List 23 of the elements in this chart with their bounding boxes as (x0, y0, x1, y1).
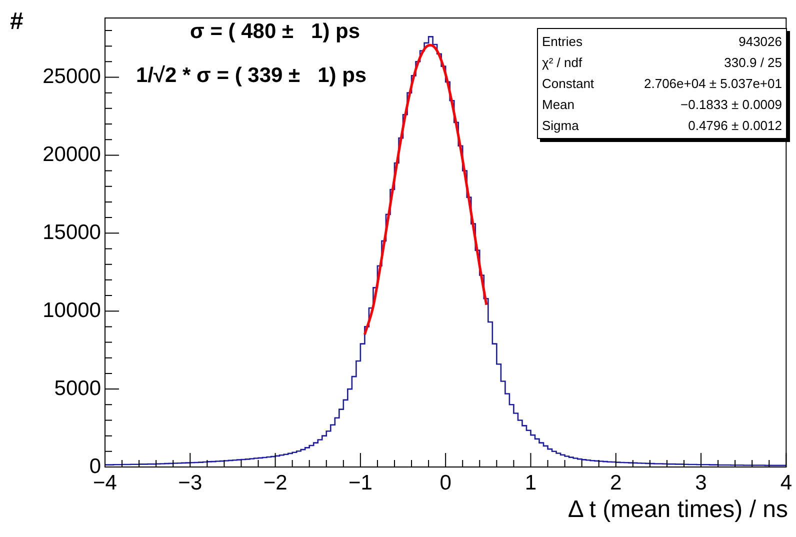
text: Sigma 0.4796 ± 0.0012 (542, 118, 782, 133)
x-tick-label: −2 (263, 471, 288, 494)
x-tick-label: 3 (695, 471, 707, 494)
y-tick-label: 20000 (42, 142, 101, 166)
text: χ² / ndf 330.9 / 25 (542, 55, 782, 70)
text: Entries 943026 (542, 34, 782, 49)
x-tick-label: 4 (780, 471, 792, 494)
x-tick-label: 0 (440, 471, 452, 494)
text: Mean −0.1833 ± 0.0009 (542, 97, 782, 112)
x-tick-label: 2 (610, 471, 622, 494)
x-tick-label: −1 (348, 471, 372, 494)
y-axis-title: # (10, 8, 24, 36)
x-tick-label: 1 (524, 471, 537, 494)
y-tick-label: 5000 (54, 376, 101, 400)
text: Constant 2.706e+04 ± 5.037e+01 (542, 76, 782, 91)
annotation: 1/√2 * σ = ( 339 ± 1) ps (136, 64, 367, 88)
y-tick-label: 0 (89, 454, 101, 478)
x-tick-label: −3 (178, 471, 202, 494)
y-tick-label: 25000 (42, 65, 101, 88)
annotation: σ = ( 480 ± 1) ps (190, 20, 360, 44)
y-tick-label: 10000 (42, 298, 101, 322)
x-axis-title: Δ t (mean times) / ns (568, 496, 788, 524)
y-tick-label: 15000 (42, 220, 101, 244)
